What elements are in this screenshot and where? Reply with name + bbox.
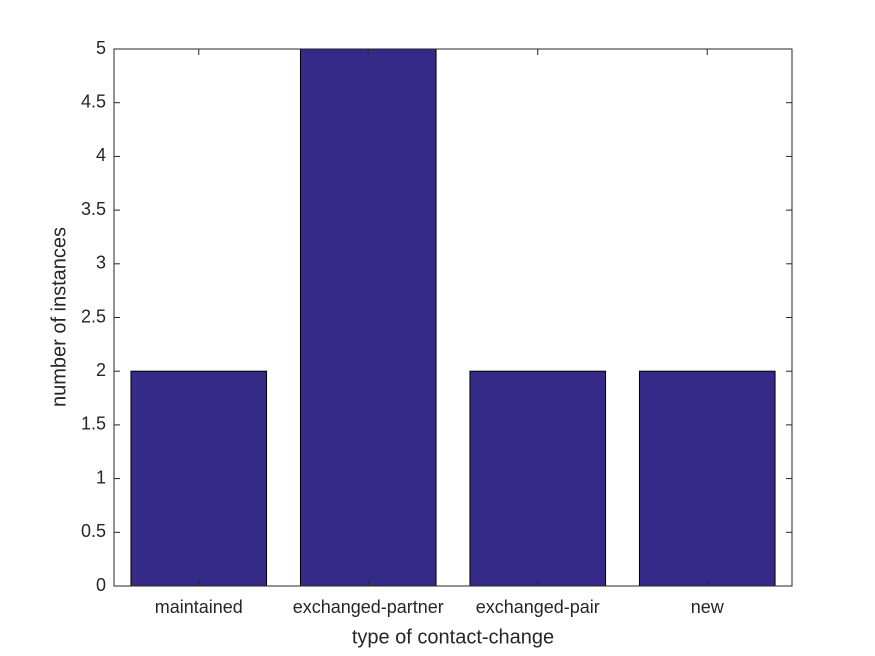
bar: [299, 48, 437, 587]
x-tick-label: new: [691, 597, 725, 617]
y-axis-label: number of instances: [48, 227, 70, 407]
x-axis-label: type of contact-change: [352, 626, 554, 648]
x-tick-label: exchanged-partner: [293, 597, 444, 617]
y-tick-label: 1: [96, 467, 106, 487]
y-tick-label: 2: [96, 360, 106, 380]
y-tick-label: 4: [96, 145, 106, 165]
y-tick-label: 2.5: [81, 306, 106, 326]
y-tick-label: 1.5: [81, 414, 106, 434]
x-tick-label: exchanged-pair: [476, 597, 600, 617]
bar: [638, 370, 776, 587]
y-tick-label: 3.5: [81, 199, 106, 219]
y-tick-label: 4.5: [81, 91, 106, 111]
y-tick-label: 0: [96, 575, 106, 595]
bar: [130, 370, 268, 587]
y-tick-label: 5: [96, 38, 106, 58]
y-tick-label: 0.5: [81, 521, 106, 541]
x-tick-label: maintained: [155, 597, 243, 617]
bar: [469, 370, 607, 587]
y-tick-label: 3: [96, 253, 106, 273]
